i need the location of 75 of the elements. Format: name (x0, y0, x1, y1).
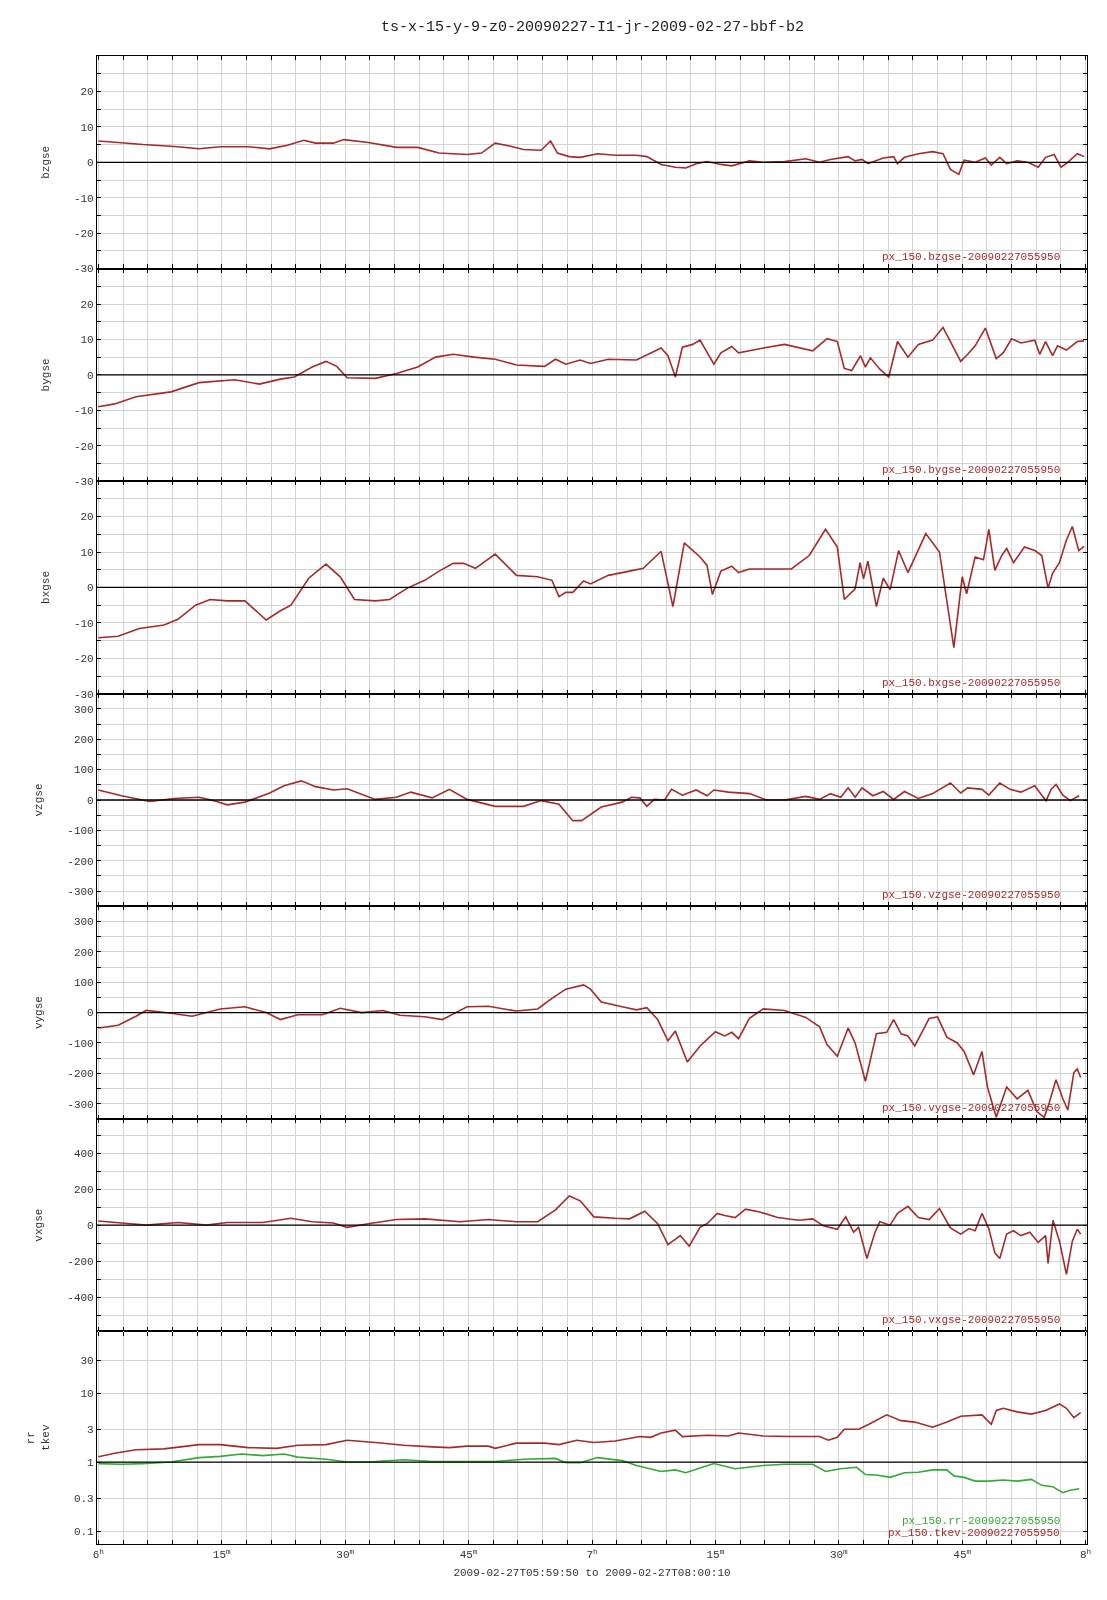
y-axis-title: vzgse (32, 783, 45, 817)
text: px_150.bxgse-20090227055950 (882, 677, 1061, 689)
y-axis-title: bygse (39, 358, 52, 392)
y-tick-label: -200 (67, 1256, 94, 1269)
y-tick-label: -400 (67, 1292, 94, 1305)
y-tick-label: -300 (67, 885, 94, 898)
y-tick-label: 0 (87, 794, 94, 807)
y-tick-label: 0 (87, 369, 94, 382)
y-tick-label: -20 (73, 227, 94, 240)
y-tick-label: 10 (80, 546, 94, 559)
x-tick-label: 6$^{h}$ (92, 1547, 104, 1562)
y-tick-label: -30 (73, 263, 94, 276)
y-tick-label: 0.3 (73, 1493, 94, 1505)
y-tick-label: -20 (73, 653, 94, 666)
y-tick-label: -10 (73, 192, 94, 205)
line-series (97, 525, 1085, 649)
chart-title: ts-x-15-y-9-z0-20090227-I1-jr-2009-02-27-bbf-b2 (381, 19, 805, 36)
y-tick-label: -200 (67, 1068, 94, 1081)
y-axis-title: vygse (32, 996, 45, 1030)
x-tick-label: 45$^{m}$ (953, 1547, 972, 1562)
y-tick-label: -100 (67, 1037, 94, 1050)
y-tick-label: 400 (73, 1147, 94, 1160)
y-tick-label: -30 (73, 688, 94, 701)
y-tick-label: -300 (67, 1098, 94, 1111)
y-tick-label: 20 (80, 86, 94, 99)
y-tick-label: -200 (67, 855, 94, 868)
line-series (97, 780, 1080, 822)
y-tick-label: -30 (73, 475, 94, 488)
line-series (97, 326, 1085, 408)
y-tick-label: 200 (73, 946, 94, 959)
y-axis-title: vxgse (32, 1208, 45, 1242)
y-tick-label: 0 (87, 157, 94, 170)
y-tick-label: 20 (80, 511, 94, 524)
y-tick-label: 200 (73, 734, 94, 747)
x-tick-label: 8$^{h}$ (1080, 1547, 1092, 1562)
y-tick-label: 300 (73, 916, 94, 929)
y-tick-label: 30 (80, 1354, 94, 1367)
x-tick-label: 15$^{m}$ (706, 1547, 725, 1562)
y-tick-label: 100 (73, 977, 94, 990)
y-tick-label: 300 (73, 703, 94, 716)
text: px_150.tkev-20090227055950 (888, 1527, 1060, 1539)
y-axis-title: rr tkev (25, 1424, 52, 1451)
y-tick-label: 100 (73, 764, 94, 777)
x-tick-label: 15$^{m}$ (212, 1547, 232, 1562)
y-tick-label: -10 (73, 617, 94, 630)
y-tick-label: 20 (80, 298, 94, 311)
text: px_150.bzgse-20090227055950 (882, 251, 1061, 263)
y-tick-label: 0.1 (73, 1525, 95, 1538)
x-tick-label: 45$^{m}$ (459, 1547, 478, 1562)
text: px_150.vzgse-20090227055950 (882, 889, 1061, 901)
text: px_150.vxgse-20090227055950 (882, 1314, 1061, 1326)
line-series (97, 984, 1082, 1119)
y-tick-label: 0 (87, 1220, 94, 1232)
y-tick-label: 10 (80, 121, 94, 134)
y-tick-label: -100 (67, 825, 94, 838)
y-tick-label: 0 (87, 1007, 94, 1020)
y-tick-label: -20 (73, 440, 94, 453)
line-series (97, 138, 1085, 176)
y-tick-label: 10 (80, 334, 94, 347)
x-tick-label: 30$^{m}$ (336, 1547, 355, 1562)
x-tick-label: 30$^{m}$ (829, 1547, 849, 1562)
y-axis-title: bzgse (39, 145, 52, 179)
y-tick-label: 200 (73, 1183, 94, 1196)
y-tick-label: 3 (87, 1423, 94, 1436)
text: px_150.bygse-20090227055950 (882, 464, 1061, 476)
x-tick-label: 7$^{h}$ (586, 1547, 598, 1562)
text: px_150.rr-20090227055950 (902, 1515, 1061, 1527)
line-series (97, 1195, 1082, 1276)
x-axis-title: 2009-02-27T05:59:50 to 2009-02-27T08:00:10 (453, 1567, 731, 1580)
line-series (97, 1403, 1082, 1458)
y-tick-label: 1 (87, 1456, 95, 1469)
y-tick-label: 0 (87, 582, 94, 595)
y-axis-title: bxgse (39, 570, 52, 604)
y-tick-label: 10 (80, 1387, 94, 1400)
y-tick-label: -10 (73, 405, 94, 418)
